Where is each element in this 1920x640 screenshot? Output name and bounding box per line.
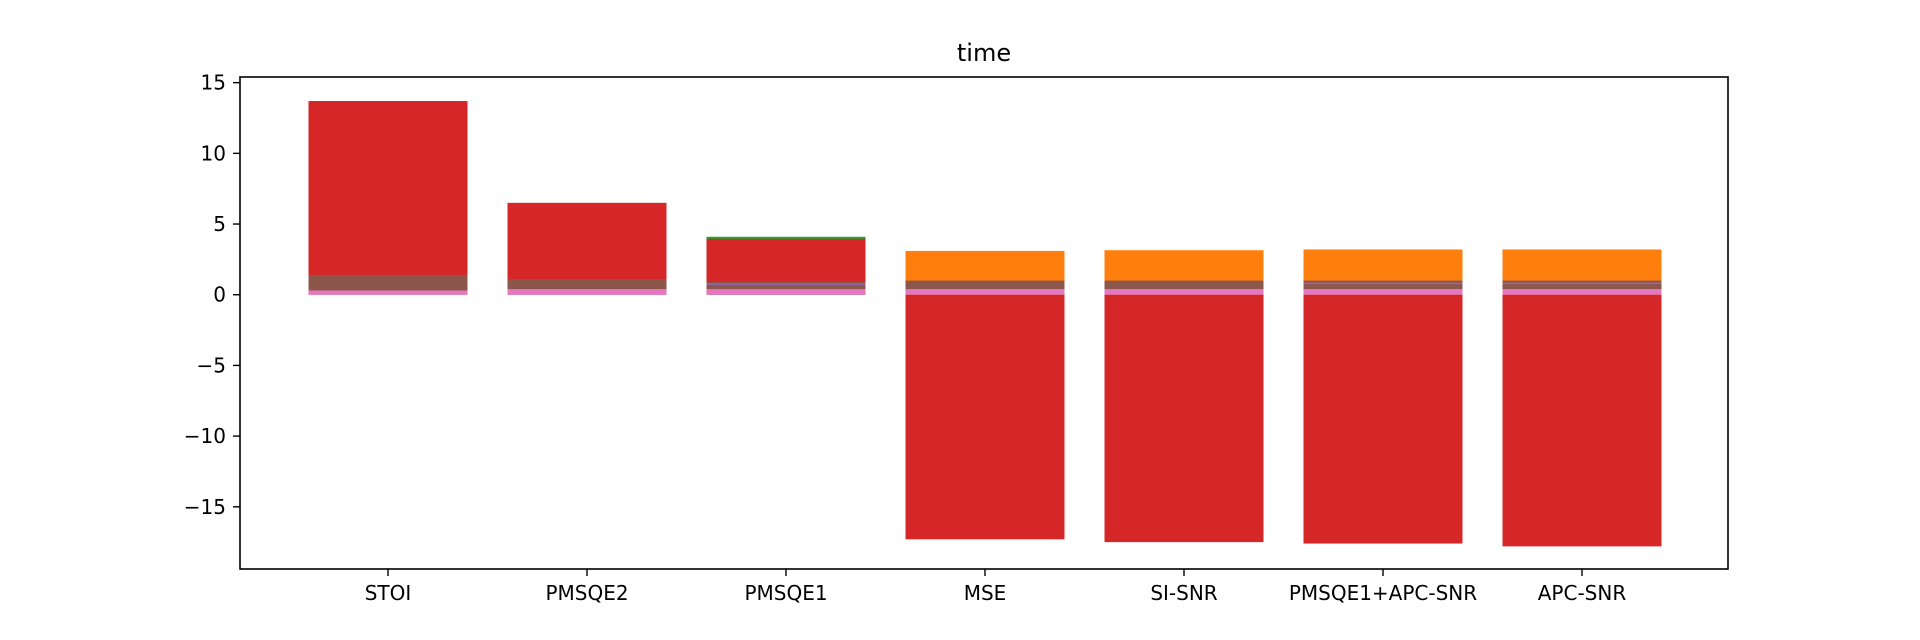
bar-segment [507, 289, 667, 295]
bar-segment [706, 282, 866, 290]
x-tick-label: SI-SNR [1150, 581, 1217, 605]
bar-segment [905, 280, 1065, 290]
x-tick-label: MSE [964, 581, 1007, 605]
y-tick-label: 0 [213, 283, 226, 307]
x-tick-label: PMSQE1+APC-SNR [1289, 581, 1477, 605]
x-tick-label: PMSQE2 [545, 581, 628, 605]
bar-segment [905, 289, 1065, 295]
bar-segment [507, 279, 667, 290]
bar-segment [1303, 282, 1463, 285]
bar-segment [1104, 294, 1264, 543]
bar-segment [1502, 280, 1662, 290]
x-tick-label: APC-SNR [1538, 581, 1627, 605]
bar-segment [1104, 289, 1264, 295]
bar-segment [1303, 280, 1463, 290]
bar-segment [905, 294, 1065, 540]
bar-segment [308, 290, 468, 295]
bar-segment [706, 289, 866, 295]
y-axis: 15 10 5 0 −5 −10 −15 [184, 71, 240, 519]
x-tick-label: PMSQE1 [744, 581, 827, 605]
bar-segment [1502, 294, 1662, 547]
bar-segment [308, 274, 468, 291]
x-axis: STOI PMSQE2 PMSQE1 MSE SI-SNR PMSQE1+APC-SNR A… [365, 569, 1627, 605]
chart-title: time [957, 39, 1011, 67]
bar-segment [706, 283, 866, 285]
y-tick-label: −10 [184, 424, 226, 448]
bar-segment [1303, 294, 1463, 544]
y-tick-label: 5 [213, 212, 226, 236]
bar-segment [1502, 289, 1662, 295]
bar-segment [1104, 280, 1264, 290]
plot-frame [239, 76, 1729, 570]
y-tick-label: 15 [201, 71, 226, 95]
bar-segment [1303, 289, 1463, 295]
bar-segment [1502, 282, 1662, 285]
y-tick-label: 10 [201, 141, 226, 165]
bar-segment [308, 101, 468, 295]
y-tick-label: −15 [184, 495, 226, 519]
y-tick-label: −5 [197, 353, 226, 377]
x-tick-label: STOI [365, 581, 412, 605]
bars-layer [308, 101, 1662, 547]
